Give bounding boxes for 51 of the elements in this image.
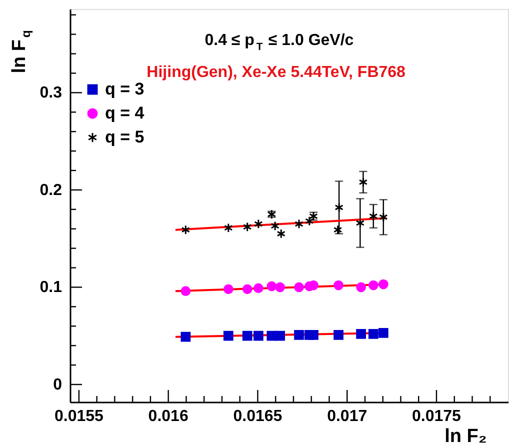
point — [294, 282, 304, 292]
point — [275, 330, 285, 341]
point — [308, 330, 318, 340]
x-tick-label: 0.016 — [148, 408, 188, 425]
point — [356, 218, 365, 228]
point — [294, 330, 304, 340]
point — [294, 219, 304, 229]
point — [266, 281, 277, 292]
x-tick-label: 0.017 — [327, 408, 368, 425]
x-tick-label: 0.0165 — [233, 408, 282, 425]
point — [242, 222, 252, 232]
point — [378, 279, 388, 290]
y-tick-label: 0 — [53, 376, 62, 394]
y-axis-title: ln Fq — [9, 30, 33, 74]
point — [253, 283, 264, 294]
point — [368, 280, 378, 290]
y-tick-label: 0.3 — [40, 84, 62, 102]
point — [379, 212, 388, 222]
point — [378, 328, 388, 338]
point — [242, 330, 252, 341]
legend-label: q = 3 — [105, 80, 144, 98]
point — [180, 332, 191, 342]
x-tick-label: 0.0155 — [54, 408, 104, 425]
point — [334, 280, 344, 290]
point — [368, 211, 378, 222]
point — [242, 284, 252, 294]
point — [253, 330, 264, 341]
point — [223, 284, 234, 294]
point — [223, 330, 234, 341]
y-tick-label: 0.1 — [40, 279, 62, 296]
x-axis-title: ln F₂ — [444, 426, 487, 447]
point — [334, 202, 344, 212]
point — [276, 228, 286, 239]
point — [181, 224, 190, 235]
point — [304, 216, 314, 226]
point — [270, 220, 280, 231]
y-tick-label: 0.2 — [40, 182, 62, 199]
legend-label: q = 5 — [105, 128, 144, 146]
point — [356, 282, 366, 292]
point — [333, 224, 342, 235]
point — [358, 177, 368, 188]
point — [180, 286, 191, 296]
legend-label: q = 4 — [105, 104, 145, 122]
point — [334, 330, 344, 340]
annotation: Hijing(Gen), Xe-Xe 5.44TeV, FB768 — [146, 64, 406, 81]
x-tick-label: 0.0175 — [412, 408, 462, 425]
point — [275, 282, 285, 292]
point — [368, 328, 378, 339]
point — [224, 222, 233, 233]
point — [356, 328, 366, 339]
point — [254, 219, 263, 229]
